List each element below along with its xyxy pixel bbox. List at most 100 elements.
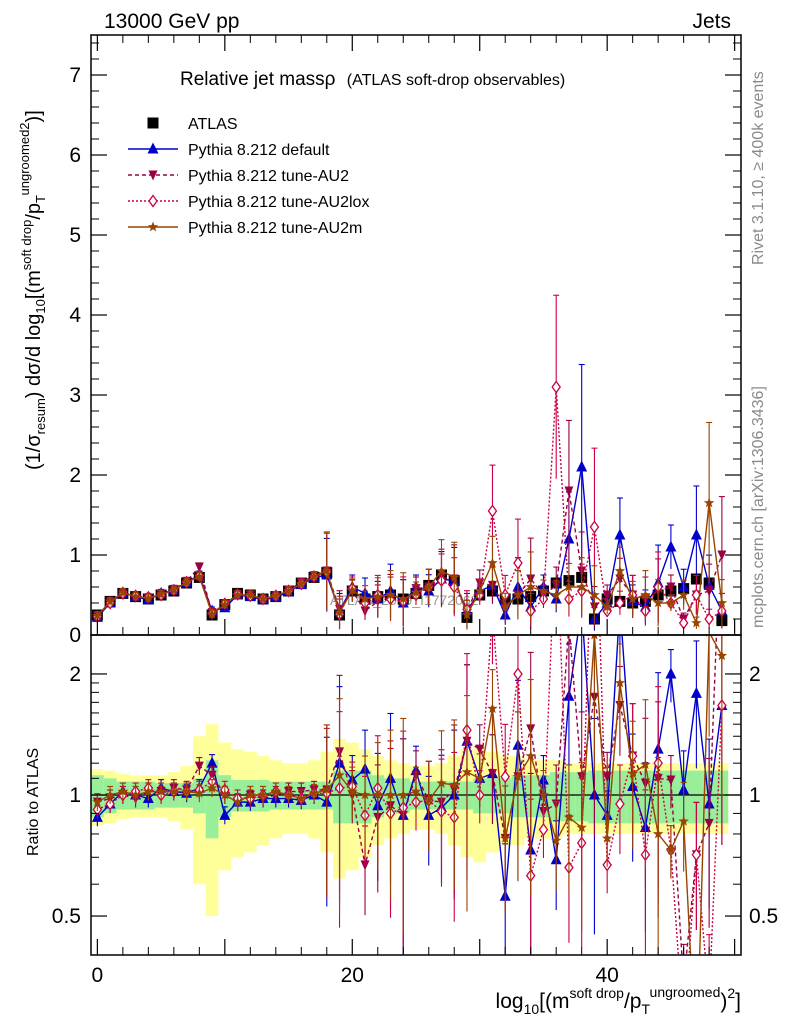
ratio-data-point (652, 828, 664, 839)
main-data-point (372, 591, 383, 601)
ratio-data-point (487, 769, 497, 780)
main-data-point (615, 596, 625, 610)
ratio-series-line (96, 635, 723, 897)
ratio-data-point (104, 789, 116, 800)
ratio-data-point (474, 772, 485, 783)
main-data-point (627, 593, 638, 604)
ratio-data-point (538, 789, 549, 800)
main-y-tick-label: 3 (69, 384, 81, 407)
main-data-point (652, 597, 664, 608)
ratio-data-point (334, 769, 345, 780)
main-data-point (513, 556, 523, 570)
main-series (91, 294, 728, 631)
legend-label: Pythia 8.212 tune-AU2lox (188, 194, 369, 211)
main-series-line (96, 502, 723, 626)
ratio-y-axis-label: Ratio to ATLAS (25, 748, 42, 856)
main-data-point (130, 591, 141, 601)
ratio-series (91, 517, 728, 955)
ratio-data-point (245, 789, 256, 800)
legend-label: Pythia 8.212 default (188, 142, 330, 159)
main-data-point (283, 585, 294, 596)
ratio-data-point (283, 789, 294, 800)
ratio-y-tick-label-right: 0.5 (749, 905, 778, 928)
main-data-point (206, 608, 218, 619)
main-data-point (691, 617, 702, 628)
ratio-data-point (614, 677, 626, 688)
ratio-data-point (512, 771, 524, 782)
ratio-data-point (436, 777, 447, 788)
main-data-point (359, 593, 371, 604)
main-data-point (512, 589, 524, 600)
ratio-y-tick-label-right: 1 (749, 784, 761, 807)
main-data-point (665, 540, 677, 552)
main-data-point (436, 565, 447, 576)
main-data-point (334, 607, 345, 617)
main-data-point (602, 590, 612, 601)
ratio-data-point (155, 786, 167, 796)
main-y-tick-label: 6 (69, 144, 81, 167)
main-data-point (347, 584, 358, 595)
ratio-data-point (181, 786, 192, 796)
ratio-data-point (385, 789, 396, 800)
main-data-point (181, 576, 192, 587)
ratio-data-point (564, 620, 573, 630)
ratio-data-point (206, 782, 218, 793)
main-data-point (564, 486, 574, 497)
ratio-data-point (219, 808, 231, 820)
category-label: Jets (692, 10, 731, 33)
x-ticks: 0 20 40 (92, 35, 736, 987)
legend-marker (147, 221, 159, 232)
ratio-data-point (372, 789, 383, 800)
side-label-bottom: mcplots.cern.ch [arXiv:1306.3436] (750, 386, 767, 628)
main-data-point (500, 601, 511, 612)
main-data-point (678, 589, 689, 600)
ratio-data-point (219, 789, 231, 800)
main-data-point (666, 582, 676, 593)
ratio-data-point (665, 667, 677, 679)
main-data-point (589, 520, 600, 534)
ratio-data-point (449, 779, 460, 790)
x-axis-label: log10[(msoft drop/pTungroomed)2] (496, 984, 741, 1017)
ratio-data-point (640, 759, 651, 770)
legend-marker (148, 194, 158, 208)
main-data-point (92, 610, 103, 621)
ratio-data-point (296, 793, 307, 803)
chart-title: Relative jet massρ (ATLAS soft-drop obse… (180, 69, 565, 90)
legend-marker (148, 170, 158, 181)
ratio-data-point (538, 823, 549, 837)
main-data-point (704, 586, 714, 597)
main-data-point (296, 578, 307, 589)
main-data-point (474, 585, 485, 596)
ratio-data-point (552, 517, 560, 528)
ratio-data-point (525, 750, 536, 761)
ratio-data-point (410, 786, 422, 796)
ratio-data-point (461, 766, 473, 777)
main-data-point (601, 601, 613, 612)
energy-label: 13000 GeV pp (104, 10, 239, 33)
main-data-point (155, 588, 167, 599)
main-data-point (538, 585, 549, 596)
main-y-tick-label: 0 (69, 624, 81, 647)
main-data-point (487, 504, 498, 518)
ratio-data-point (359, 789, 371, 800)
ratio-data-point (117, 786, 129, 796)
main-data-point (665, 597, 677, 608)
ratio-data-point (347, 786, 358, 796)
x-tick-label: 0 (92, 964, 104, 987)
ratio-band-inner (690, 770, 703, 824)
main-data-point (194, 562, 204, 573)
main-data-point (219, 599, 231, 609)
main-data-point (704, 612, 714, 626)
main-data-point (487, 557, 498, 568)
ratio-y-ticks: 0.5 0.5 1 1 2 2 (52, 663, 778, 928)
main-data-point (410, 587, 422, 597)
main-data-point (551, 380, 561, 394)
main-data-point (385, 589, 396, 600)
main-data-point (640, 589, 651, 600)
legend-marker (147, 117, 159, 129)
side-label-top: Rivet 3.1.10, ≥ 400k events (750, 71, 767, 265)
main-data-point (717, 550, 727, 561)
chart-title-main: Relative jet massρ (180, 69, 336, 90)
ratio-data-point (601, 832, 613, 843)
